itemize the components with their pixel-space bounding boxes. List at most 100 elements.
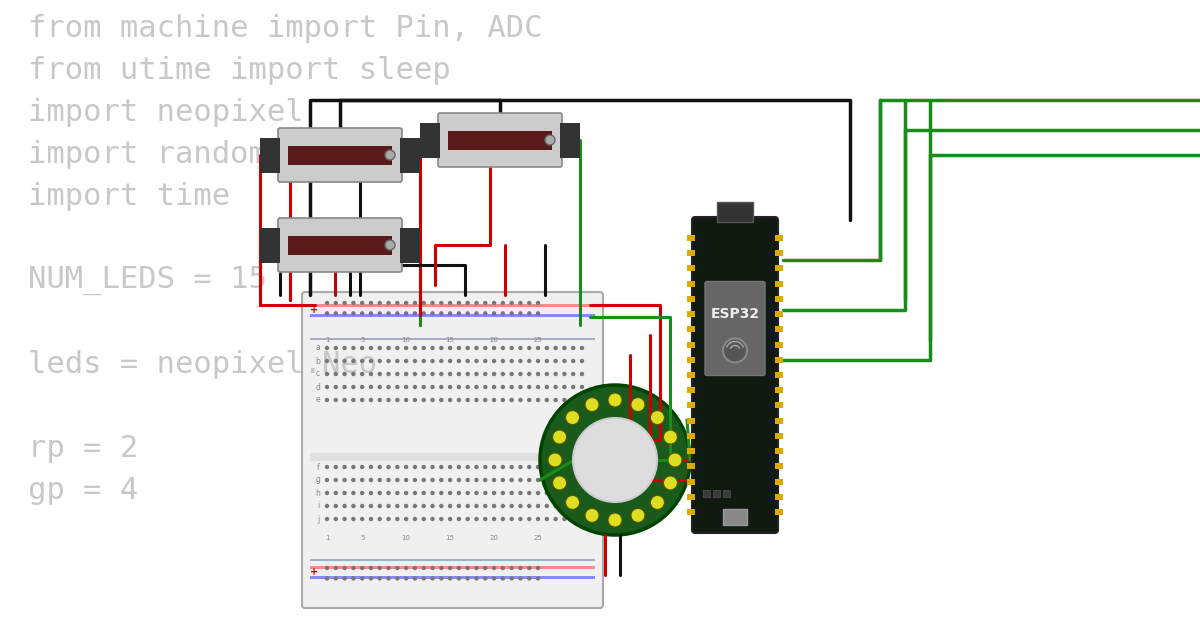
Circle shape xyxy=(474,398,479,402)
Circle shape xyxy=(352,491,355,495)
Circle shape xyxy=(527,359,532,364)
Circle shape xyxy=(386,478,391,482)
Circle shape xyxy=(352,359,355,364)
Circle shape xyxy=(421,478,426,482)
Circle shape xyxy=(439,311,444,316)
Circle shape xyxy=(385,150,395,160)
Bar xyxy=(775,403,784,408)
Circle shape xyxy=(334,311,338,316)
Circle shape xyxy=(457,301,461,305)
Circle shape xyxy=(431,478,434,482)
Circle shape xyxy=(457,346,461,350)
Circle shape xyxy=(439,301,444,305)
Circle shape xyxy=(325,576,329,581)
Circle shape xyxy=(342,465,347,469)
Circle shape xyxy=(342,311,347,316)
Circle shape xyxy=(378,566,382,570)
Circle shape xyxy=(457,517,461,521)
Circle shape xyxy=(484,504,487,508)
Circle shape xyxy=(536,398,540,402)
Bar xyxy=(686,357,695,363)
Circle shape xyxy=(500,491,505,495)
Circle shape xyxy=(413,398,418,402)
Circle shape xyxy=(545,398,550,402)
Circle shape xyxy=(580,346,584,350)
Bar xyxy=(260,227,280,263)
Circle shape xyxy=(510,311,514,316)
Circle shape xyxy=(466,385,470,389)
Circle shape xyxy=(395,398,400,402)
Circle shape xyxy=(386,398,391,402)
Circle shape xyxy=(360,465,365,469)
Circle shape xyxy=(325,566,329,570)
Circle shape xyxy=(474,311,479,316)
Circle shape xyxy=(368,385,373,389)
Circle shape xyxy=(466,359,470,364)
Circle shape xyxy=(404,504,408,508)
Circle shape xyxy=(395,504,400,508)
Bar xyxy=(686,296,695,302)
Circle shape xyxy=(378,465,382,469)
Text: 5: 5 xyxy=(360,337,365,343)
Circle shape xyxy=(540,385,690,535)
Circle shape xyxy=(413,465,418,469)
Circle shape xyxy=(386,517,391,521)
Circle shape xyxy=(421,346,426,350)
Circle shape xyxy=(395,465,400,469)
Bar xyxy=(400,137,420,173)
Circle shape xyxy=(484,465,487,469)
Circle shape xyxy=(466,398,470,402)
Circle shape xyxy=(368,465,373,469)
Circle shape xyxy=(421,576,426,581)
Circle shape xyxy=(664,476,678,490)
Circle shape xyxy=(484,491,487,495)
Circle shape xyxy=(431,504,434,508)
Circle shape xyxy=(484,372,487,376)
Circle shape xyxy=(352,465,355,469)
Circle shape xyxy=(448,385,452,389)
Circle shape xyxy=(510,385,514,389)
Circle shape xyxy=(518,398,523,402)
Circle shape xyxy=(563,359,566,364)
Bar xyxy=(775,357,784,363)
Circle shape xyxy=(580,359,584,364)
Circle shape xyxy=(518,465,523,469)
Circle shape xyxy=(536,566,540,570)
Circle shape xyxy=(342,372,347,376)
Circle shape xyxy=(492,311,497,316)
Circle shape xyxy=(334,478,338,482)
Text: 1: 1 xyxy=(325,337,329,343)
Circle shape xyxy=(664,430,678,444)
Circle shape xyxy=(421,385,426,389)
Circle shape xyxy=(368,372,373,376)
Circle shape xyxy=(492,576,497,581)
Circle shape xyxy=(431,385,434,389)
Circle shape xyxy=(439,566,444,570)
Circle shape xyxy=(474,504,479,508)
Bar xyxy=(310,559,595,561)
Circle shape xyxy=(500,478,505,482)
Circle shape xyxy=(325,359,329,364)
Circle shape xyxy=(492,301,497,305)
Circle shape xyxy=(492,346,497,350)
Circle shape xyxy=(631,508,644,522)
Circle shape xyxy=(466,504,470,508)
Circle shape xyxy=(500,301,505,305)
Circle shape xyxy=(536,478,540,482)
Circle shape xyxy=(492,372,497,376)
Circle shape xyxy=(484,566,487,570)
Circle shape xyxy=(527,478,532,482)
Circle shape xyxy=(650,411,665,425)
Circle shape xyxy=(378,372,382,376)
Circle shape xyxy=(484,301,487,305)
Circle shape xyxy=(457,504,461,508)
Circle shape xyxy=(466,491,470,495)
Circle shape xyxy=(563,398,566,402)
Text: 15: 15 xyxy=(445,535,455,541)
Circle shape xyxy=(510,346,514,350)
Circle shape xyxy=(448,491,452,495)
Circle shape xyxy=(360,359,365,364)
Circle shape xyxy=(518,359,523,364)
Circle shape xyxy=(378,398,382,402)
Circle shape xyxy=(431,465,434,469)
